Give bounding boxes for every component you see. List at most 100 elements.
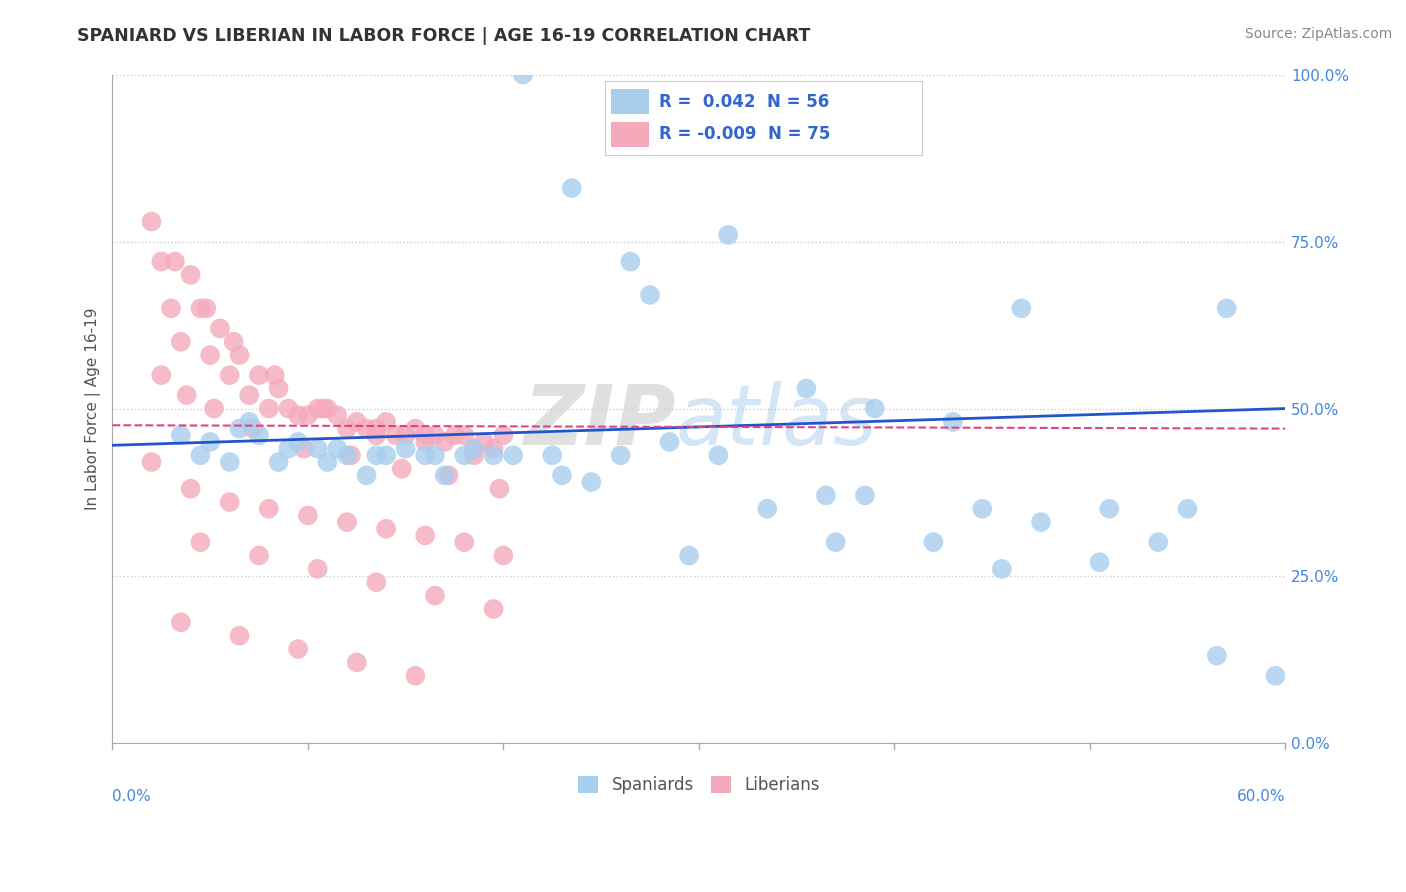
Point bbox=[287, 408, 309, 422]
Point bbox=[170, 428, 193, 442]
Point bbox=[257, 401, 280, 416]
Point bbox=[366, 575, 388, 590]
Point bbox=[238, 415, 260, 429]
Point bbox=[366, 448, 388, 462]
Point bbox=[433, 434, 456, 449]
Point bbox=[404, 669, 426, 683]
Point bbox=[141, 214, 163, 228]
Point bbox=[619, 254, 641, 268]
Point bbox=[218, 455, 240, 469]
Point bbox=[492, 428, 515, 442]
Point bbox=[316, 401, 339, 416]
Point bbox=[1010, 301, 1032, 316]
Point bbox=[242, 421, 264, 435]
Point bbox=[1205, 648, 1227, 663]
Point bbox=[292, 442, 315, 456]
Point bbox=[814, 488, 837, 502]
Point bbox=[717, 227, 740, 242]
Point bbox=[180, 482, 202, 496]
Point bbox=[942, 415, 965, 429]
Point bbox=[394, 442, 416, 456]
Point bbox=[208, 321, 231, 335]
Point bbox=[551, 468, 574, 483]
Point bbox=[336, 421, 359, 435]
Point bbox=[375, 522, 398, 536]
Point bbox=[1177, 501, 1199, 516]
Point bbox=[336, 515, 359, 529]
Point bbox=[492, 549, 515, 563]
Point bbox=[391, 461, 413, 475]
Point bbox=[581, 475, 603, 489]
Point bbox=[307, 401, 329, 416]
Point bbox=[170, 615, 193, 630]
Point bbox=[336, 448, 359, 462]
Point bbox=[453, 428, 475, 442]
Point bbox=[163, 254, 186, 268]
Point bbox=[1088, 555, 1111, 569]
Point bbox=[170, 334, 193, 349]
Point bbox=[678, 549, 700, 563]
Point bbox=[991, 562, 1014, 576]
Point bbox=[190, 448, 212, 462]
Point bbox=[326, 442, 349, 456]
Point bbox=[307, 442, 329, 456]
Point bbox=[413, 528, 436, 542]
Point bbox=[218, 368, 240, 383]
Point bbox=[218, 495, 240, 509]
Point bbox=[247, 428, 270, 442]
Point bbox=[247, 368, 270, 383]
Point bbox=[609, 448, 631, 462]
Point bbox=[482, 442, 505, 456]
Text: 0.0%: 0.0% bbox=[112, 789, 152, 805]
Point bbox=[482, 602, 505, 616]
Point bbox=[346, 656, 368, 670]
Point bbox=[463, 448, 485, 462]
Point bbox=[375, 448, 398, 462]
Point bbox=[453, 535, 475, 549]
Text: ZIP: ZIP bbox=[523, 382, 675, 462]
Y-axis label: In Labor Force | Age 16-19: In Labor Force | Age 16-19 bbox=[86, 307, 101, 510]
Point bbox=[141, 455, 163, 469]
Point bbox=[228, 629, 250, 643]
Point bbox=[277, 401, 299, 416]
Point bbox=[267, 382, 290, 396]
Point bbox=[922, 535, 945, 549]
Point bbox=[463, 442, 485, 456]
Point bbox=[638, 288, 661, 302]
Point bbox=[312, 401, 335, 416]
Point bbox=[160, 301, 183, 316]
Point bbox=[658, 434, 681, 449]
Point bbox=[1098, 501, 1121, 516]
Point bbox=[307, 562, 329, 576]
Point bbox=[180, 268, 202, 282]
Point bbox=[1264, 669, 1286, 683]
Point bbox=[423, 428, 446, 442]
Point bbox=[437, 468, 460, 483]
Point bbox=[150, 254, 173, 268]
Point bbox=[287, 434, 309, 449]
Point bbox=[346, 415, 368, 429]
Point bbox=[482, 448, 505, 462]
Point bbox=[1147, 535, 1170, 549]
Point bbox=[190, 301, 212, 316]
Point bbox=[423, 589, 446, 603]
Text: 60.0%: 60.0% bbox=[1237, 789, 1285, 805]
Point bbox=[195, 301, 218, 316]
Point bbox=[433, 468, 456, 483]
Point bbox=[198, 348, 221, 362]
Point bbox=[297, 408, 319, 422]
Point bbox=[413, 428, 436, 442]
Point bbox=[297, 508, 319, 523]
Point bbox=[263, 368, 285, 383]
Point bbox=[707, 448, 730, 462]
Text: Source: ZipAtlas.com: Source: ZipAtlas.com bbox=[1244, 27, 1392, 41]
Point bbox=[228, 421, 250, 435]
Point bbox=[413, 448, 436, 462]
Point bbox=[488, 482, 510, 496]
Point bbox=[561, 181, 583, 195]
Point bbox=[198, 434, 221, 449]
Point bbox=[796, 382, 818, 396]
Point bbox=[316, 455, 339, 469]
Point bbox=[853, 488, 876, 502]
Point bbox=[1029, 515, 1052, 529]
